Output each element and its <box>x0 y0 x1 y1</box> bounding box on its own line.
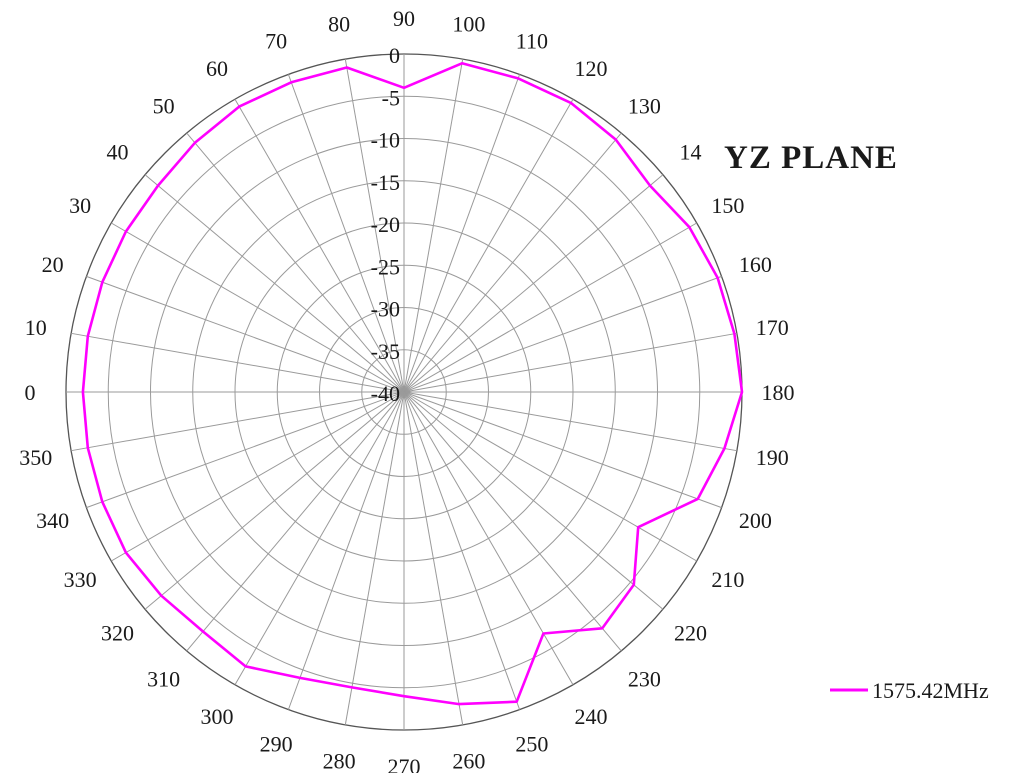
angle-tick-label: 0 <box>25 380 36 405</box>
angle-tick-label: 130 <box>628 94 661 119</box>
angle-tick-label: 80 <box>328 12 350 37</box>
grid-spoke <box>86 391 405 509</box>
angle-tick-label: 330 <box>64 567 97 592</box>
angle-tick-label: 30 <box>69 193 91 218</box>
angle-tick-label: 20 <box>42 252 64 277</box>
grid-spoke <box>144 391 405 610</box>
grid-spoke <box>287 74 405 393</box>
grid-spoke <box>111 391 405 562</box>
radial-tick-label: 0 <box>389 43 400 68</box>
grid-spoke <box>403 391 521 710</box>
angle-tick-label: 300 <box>201 704 234 729</box>
chart-title: YZ PLANE <box>724 140 898 176</box>
grid-spoke <box>403 132 622 393</box>
angle-tick-label: 50 <box>153 94 175 119</box>
grid-spoke <box>71 332 405 393</box>
angle-tick-label: 70 <box>265 29 287 54</box>
grid-spoke <box>403 391 574 685</box>
angle-tick-label: 150 <box>711 193 744 218</box>
radial-tick-label: -5 <box>382 85 400 110</box>
radial-tick-label: -25 <box>371 254 400 279</box>
angle-tick-label: 350 <box>19 445 52 470</box>
grid-spoke <box>403 332 737 393</box>
grid-spoke <box>403 391 464 725</box>
angle-tick-label: 60 <box>206 56 228 81</box>
angle-tick-label: 190 <box>756 445 789 470</box>
grid-spoke <box>86 275 405 393</box>
angle-tick-label: 280 <box>323 748 356 773</box>
angle-tick-label: 310 <box>147 667 180 692</box>
angle-tick-label: 220 <box>674 620 707 645</box>
angle-tick-label: 340 <box>36 508 69 533</box>
grid-spoke <box>403 174 664 393</box>
grid-spoke <box>403 99 574 393</box>
angle-tick-label: 14 <box>680 140 702 165</box>
grid-spoke <box>186 132 405 393</box>
angle-tick-label: 120 <box>575 56 608 81</box>
grid-spoke <box>403 391 722 509</box>
grid-spoke <box>234 99 405 393</box>
radial-tick-labels: 0 -5 -10 -15 -20 -25 -30 -35 -40 <box>371 43 400 406</box>
angle-tick-label: 110 <box>516 29 548 54</box>
angle-tick-label: 100 <box>452 12 485 37</box>
grid-spoke <box>71 391 405 452</box>
grid-spoke <box>403 222 697 393</box>
radial-tick-label: -20 <box>371 212 400 237</box>
angle-tick-label: 180 <box>762 380 795 405</box>
grid-spoke <box>144 174 405 393</box>
radial-tick-label: -40 <box>371 381 400 406</box>
grid-spoke <box>344 59 405 393</box>
series-line <box>81 61 744 706</box>
angle-tick-label: 260 <box>452 748 485 773</box>
angle-tick-label: 40 <box>107 140 129 165</box>
angle-tick-label: 90 <box>393 6 415 31</box>
angle-tick-label: 270 <box>388 754 421 773</box>
grid-spoke <box>344 391 405 725</box>
polar-grid <box>65 53 743 731</box>
grid-spoke <box>403 391 664 610</box>
angle-tick-label: 240 <box>575 704 608 729</box>
angle-tick-label: 200 <box>739 508 772 533</box>
angle-tick-label: 10 <box>25 315 47 340</box>
legend: 1575.42MHz <box>830 678 989 703</box>
grid-spoke <box>403 275 722 393</box>
angle-tick-label: 230 <box>628 667 661 692</box>
angle-tick-label: 160 <box>739 252 772 277</box>
angle-tick-label: 290 <box>260 731 293 756</box>
grid-spoke <box>403 391 697 562</box>
grid-spoke <box>186 391 405 652</box>
radial-tick-label: -30 <box>371 297 400 322</box>
angle-tick-label: 170 <box>756 315 789 340</box>
radial-tick-label: -10 <box>371 128 400 153</box>
series-layer <box>81 61 744 706</box>
legend-label: 1575.42MHz <box>872 678 989 703</box>
grid-spoke <box>403 74 521 393</box>
angle-tick-label: 250 <box>515 731 548 756</box>
grid-spoke <box>403 391 737 452</box>
angle-tick-label: 320 <box>101 620 134 645</box>
grid-spoke <box>111 222 405 393</box>
radial-tick-label: -35 <box>371 339 400 364</box>
grid-spoke <box>403 59 464 393</box>
angle-tick-labels: 0 10 20 30 40 50 60 70 80 90 100 110 120 130 14 150 160 1… <box>19 6 794 773</box>
radial-tick-label: -15 <box>371 170 400 195</box>
angle-tick-label: 210 <box>711 567 744 592</box>
grid-spoke <box>234 391 405 685</box>
grid-spoke <box>287 391 405 710</box>
grid-spoke <box>403 391 622 652</box>
